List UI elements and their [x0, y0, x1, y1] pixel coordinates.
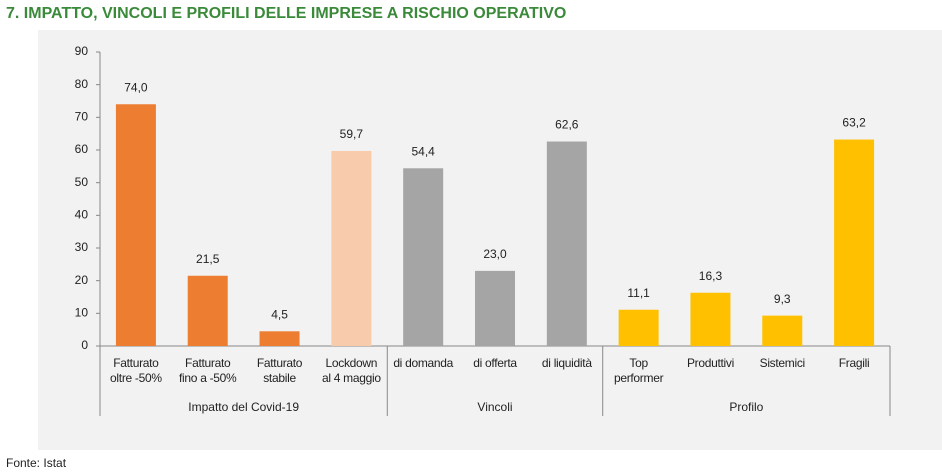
value-label: 63,2	[842, 116, 866, 130]
x-tick-label: Top performer	[613, 356, 664, 385]
x-tick-label: Fatturato fino a -50%	[179, 356, 237, 385]
x-tick-label: di domanda	[393, 356, 454, 370]
value-label: 4,5	[271, 307, 288, 321]
y-tick-label: 10	[75, 306, 89, 320]
group-label: Profilo	[729, 400, 763, 414]
bar	[187, 275, 228, 346]
value-label: 21,5	[196, 252, 220, 266]
x-tick-label: Lockdown al 4 maggio	[321, 356, 381, 385]
bar	[834, 139, 875, 346]
bar	[403, 168, 444, 346]
y-tick-label: 80	[75, 77, 89, 91]
x-tick-label: Fatturato oltre -50%	[110, 356, 162, 385]
value-label: 54,4	[412, 144, 436, 158]
chart-background	[38, 30, 942, 450]
bar	[546, 141, 587, 346]
x-tick-label: Produttivi	[686, 356, 734, 370]
y-tick-label: 50	[75, 175, 89, 189]
bar	[331, 150, 372, 346]
value-label: 74,0	[124, 80, 148, 94]
group-label: Vincoli	[477, 400, 512, 414]
value-label: 11,1	[627, 286, 650, 300]
y-tick-label: 90	[75, 44, 89, 58]
y-tick-label: 60	[75, 142, 89, 156]
value-label: 9,3	[774, 292, 791, 306]
value-label: 62,6	[555, 118, 579, 132]
bar	[259, 331, 300, 346]
bar	[475, 270, 515, 346]
bar	[690, 292, 731, 346]
x-tick-label: Fragili	[838, 356, 870, 370]
x-tick-label: Sistemici	[759, 356, 806, 370]
value-label: 16,3	[699, 269, 723, 283]
y-tick-label: 40	[75, 208, 89, 222]
group-label: Impatto del Covid-19	[188, 400, 299, 414]
y-tick-label: 30	[75, 240, 89, 254]
bar	[618, 309, 659, 346]
bar	[115, 104, 156, 347]
y-tick-label: 70	[75, 110, 89, 124]
source: Fonte: Istat	[6, 456, 67, 470]
y-tick-label: 20	[75, 273, 89, 287]
value-label: 23,0	[483, 247, 507, 261]
x-tick-label: di liquidità	[541, 356, 592, 370]
x-tick-label: di offerta	[473, 356, 517, 370]
x-tick-label: Fatturato stabile	[256, 356, 303, 385]
bar	[762, 315, 803, 346]
y-tick-label: 0	[81, 338, 88, 352]
value-label: 59,7	[340, 127, 364, 141]
chart-title: 7. IMPATTO, VINCOLI E PROFILI DELLE IMPR…	[6, 5, 566, 22]
